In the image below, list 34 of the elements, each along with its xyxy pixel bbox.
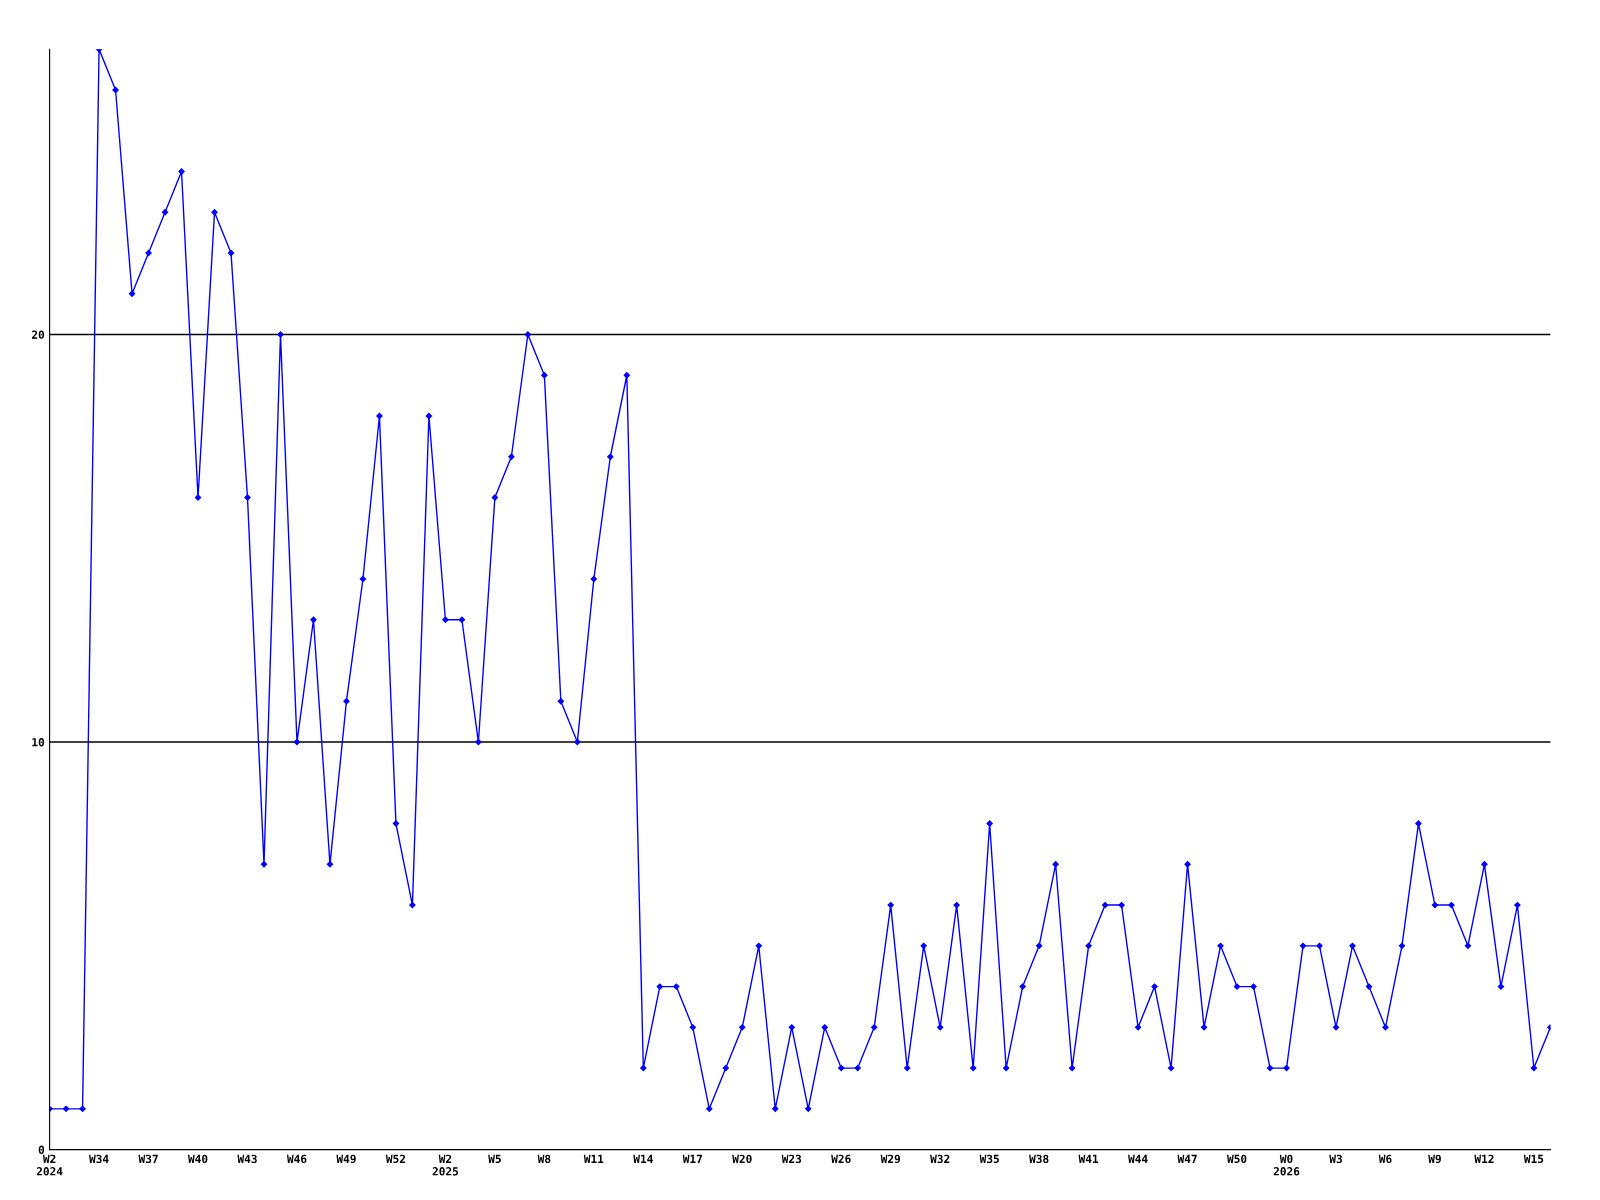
x-tick-label: W43 (237, 1154, 257, 1164)
x-tick-label: W34 (89, 1154, 109, 1164)
x-tick-label: W35 (979, 1154, 999, 1164)
y-tick-label: 0 (38, 1145, 45, 1154)
y-tick-label: 20 (31, 330, 45, 339)
x-tick-label: W46 (286, 1154, 307, 1164)
x-tick-label: W9 (1428, 1154, 1441, 1164)
x-tick-label: W37 (138, 1154, 158, 1164)
x-tick-label: W50 (1227, 1154, 1247, 1164)
x-tick-label: W29 (880, 1154, 901, 1164)
x-tick-label: W44 (1128, 1154, 1148, 1163)
x-tick-label: W5 (488, 1154, 501, 1164)
x-tick-label: W20 (732, 1154, 752, 1164)
x-tick-label: W15 (1523, 1154, 1544, 1164)
x-tick-label: W40 (188, 1154, 208, 1164)
x-tick-label: W0 2026 (1273, 1154, 1300, 1176)
x-tick-label: W3 (1329, 1154, 1342, 1164)
x-tick-label: W17 (682, 1154, 702, 1163)
x-tick-label: W38 (1029, 1154, 1049, 1164)
x-tick-label: W47 (1177, 1154, 1197, 1163)
x-tick-label: W49 (336, 1154, 356, 1164)
x-tick-label: W6 (1378, 1154, 1392, 1164)
x-tick-label: W2 2024 (36, 1154, 63, 1176)
x-tick-label: W11 (583, 1154, 604, 1163)
x-tick-label: W2 2025 (432, 1154, 459, 1176)
x-tick-label: W41 (1078, 1154, 1099, 1163)
x-tick-label: W52 (385, 1154, 406, 1164)
x-tick-label: W8 (537, 1154, 551, 1164)
x-tick-label: W26 (831, 1154, 851, 1164)
x-tick-label: W23 (781, 1154, 802, 1164)
x-tick-label: W32 (930, 1154, 950, 1164)
x-tick-label: W14 (633, 1154, 653, 1163)
y-tick-label: 10 (32, 738, 45, 747)
x-tick-label: W12 (1474, 1154, 1494, 1163)
